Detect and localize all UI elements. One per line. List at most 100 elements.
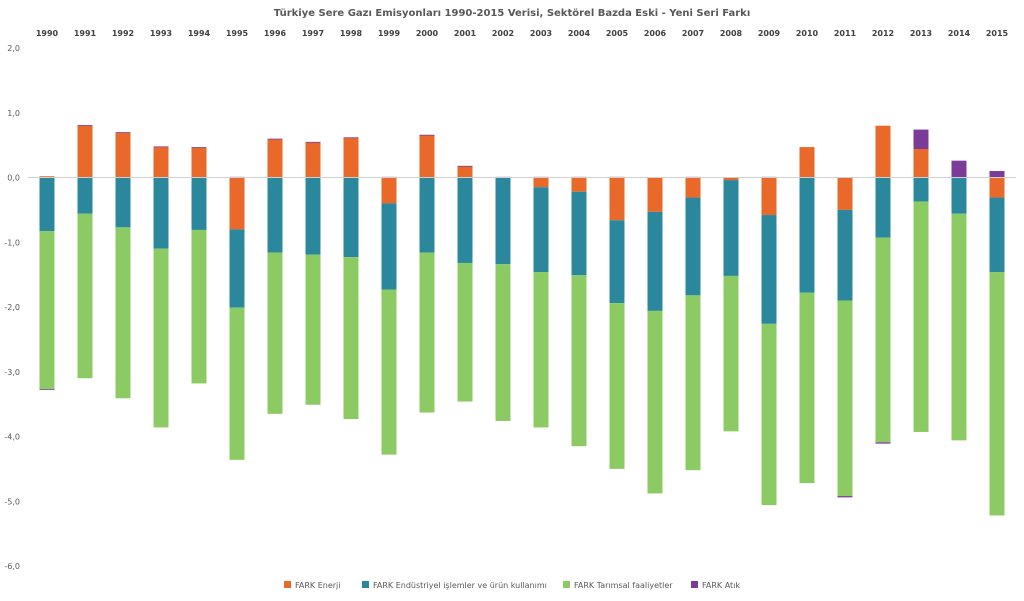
bar-segment-2006-1 [647,177,663,212]
bar-segment-1991-3 [77,213,93,379]
legend-label: FARK Endüstriyel işlemler ve ürün kullan… [373,581,547,590]
bar-segment-2011-4 [837,496,853,498]
bar-segment-2005-3 [609,303,625,469]
bar-segment-1991-4 [77,125,93,126]
bar-segment-2010-1 [799,147,815,178]
legend: FARK Enerji FARK Endüstriyel işlemler ve … [284,581,740,590]
x-tick-label: 2002 [492,29,514,38]
bar-segment-2015-1 [989,177,1005,198]
bar-segment-2014-2 [951,177,967,214]
bar-segment-1999-1 [381,177,397,204]
y-tick-label: -4,0 [4,433,20,442]
chart-title: Türkiye Sere Gazı Emisyonları 1990-2015 … [274,8,751,19]
bar-segment-2002-3 [495,264,511,421]
x-tick-label: 2014 [948,29,971,38]
bar-segment-2001-4 [457,165,473,167]
bar-segment-2013-1 [913,149,929,178]
bar-segment-1996-2 [267,177,283,253]
bar-segment-2013-3 [913,201,929,432]
bar-segment-2005-2 [609,220,625,304]
x-tick-label: 1994 [188,29,211,38]
bar-segment-2015-3 [989,272,1005,516]
legend-label: FARK Tarımsal faaliyetler [574,581,673,590]
x-tick-label: 1997 [302,29,324,38]
x-tick-label: 2013 [910,29,932,38]
bar-segment-1993-1 [153,147,169,178]
bar-segment-2004-2 [571,191,587,276]
bar-segment-2008-1 [723,177,739,181]
bar-segment-2000-2 [419,177,435,253]
bar-segment-1997-2 [305,177,321,255]
bar-segment-2007-2 [685,197,701,296]
legend-swatch [691,581,698,588]
bar-segment-2003-2 [533,187,549,273]
bar-segment-2011-2 [837,209,853,301]
bar-segment-1999-3 [381,289,397,455]
bar-segment-1998-2 [343,177,359,258]
bar-segment-2010-2 [799,177,815,293]
bar-segment-2001-1 [457,166,473,178]
y-tick-label: -6,0 [4,562,20,571]
bar-segment-2004-1 [571,177,587,192]
bar-segment-2001-3 [457,262,473,402]
x-tick-label: 2008 [720,29,743,38]
bar-segment-1997-3 [305,254,321,405]
bar-segment-2006-2 [647,211,663,311]
x-tick-label: 1998 [340,29,363,38]
x-tick-label: 2010 [796,29,819,38]
x-tick-label: 2015 [986,29,1009,38]
bar-segment-2000-1 [419,135,435,178]
bar-segment-2012-4 [875,442,891,444]
bar-segment-2013-4 [913,129,929,150]
y-tick-label: 0,0 [7,174,20,183]
y-tick-label: 2,0 [7,44,20,53]
x-tick-label: 2007 [682,29,704,38]
bar-segment-2007-1 [685,177,701,198]
bar-segment-1996-3 [267,252,283,414]
bar-segment-2000-3 [419,252,435,413]
bar-segment-1992-3 [115,227,131,399]
bar-segment-1995-3 [229,307,245,460]
x-tick-label: 1990 [36,29,59,38]
bar-segment-1990-4 [39,389,55,391]
bar-segment-2011-3 [837,300,853,497]
x-tick-label: 1999 [378,29,401,38]
bar-segment-2004-3 [571,275,587,447]
x-tick-label: 2012 [872,29,894,38]
bar-segment-2000-4 [419,134,435,136]
legend-label: FARK Enerji [295,581,340,590]
x-tick-label: 2006 [644,29,667,38]
x-tick-label: 1995 [226,29,249,38]
bar-segment-1993-2 [153,177,169,249]
x-tick-label: 2005 [606,29,629,38]
bar-segment-1998-3 [343,257,359,420]
legend-swatch [284,581,291,588]
bar-segment-2001-2 [457,177,473,263]
legend-swatch [362,581,369,588]
x-tick-label: 2001 [454,29,477,38]
x-tick-label: 2011 [834,29,857,38]
bar-segment-1993-3 [153,248,169,428]
bar-segment-1992-4 [115,132,131,133]
x-tick-labels: 1990 1991 1992 1993 1994 1995 1996 1997 1998 1999… [36,29,1009,38]
y-tick-label: 1,0 [7,109,20,118]
bar-segment-1997-4 [305,141,321,143]
bar-segment-1996-1 [267,139,283,178]
bar-segment-1994-4 [191,147,207,148]
y-tick-label: -2,0 [4,303,20,312]
bar-segment-2008-2 [723,180,739,276]
bar-segment-2002-2 [495,177,511,265]
legend-label: FARK Atık [702,581,740,590]
bar-segment-2015-4 [989,171,1005,178]
bar-segment-2014-4 [951,160,967,178]
bar-segment-1995-2 [229,229,245,308]
x-tick-label: 2004 [568,29,591,38]
bars [39,125,1005,516]
y-tick-label: -1,0 [4,238,20,247]
bar-segment-1997-1 [305,142,321,178]
bar-segment-2006-3 [647,310,663,494]
bar-segment-1990-1 [39,176,55,178]
bar-segment-1999-2 [381,203,397,290]
